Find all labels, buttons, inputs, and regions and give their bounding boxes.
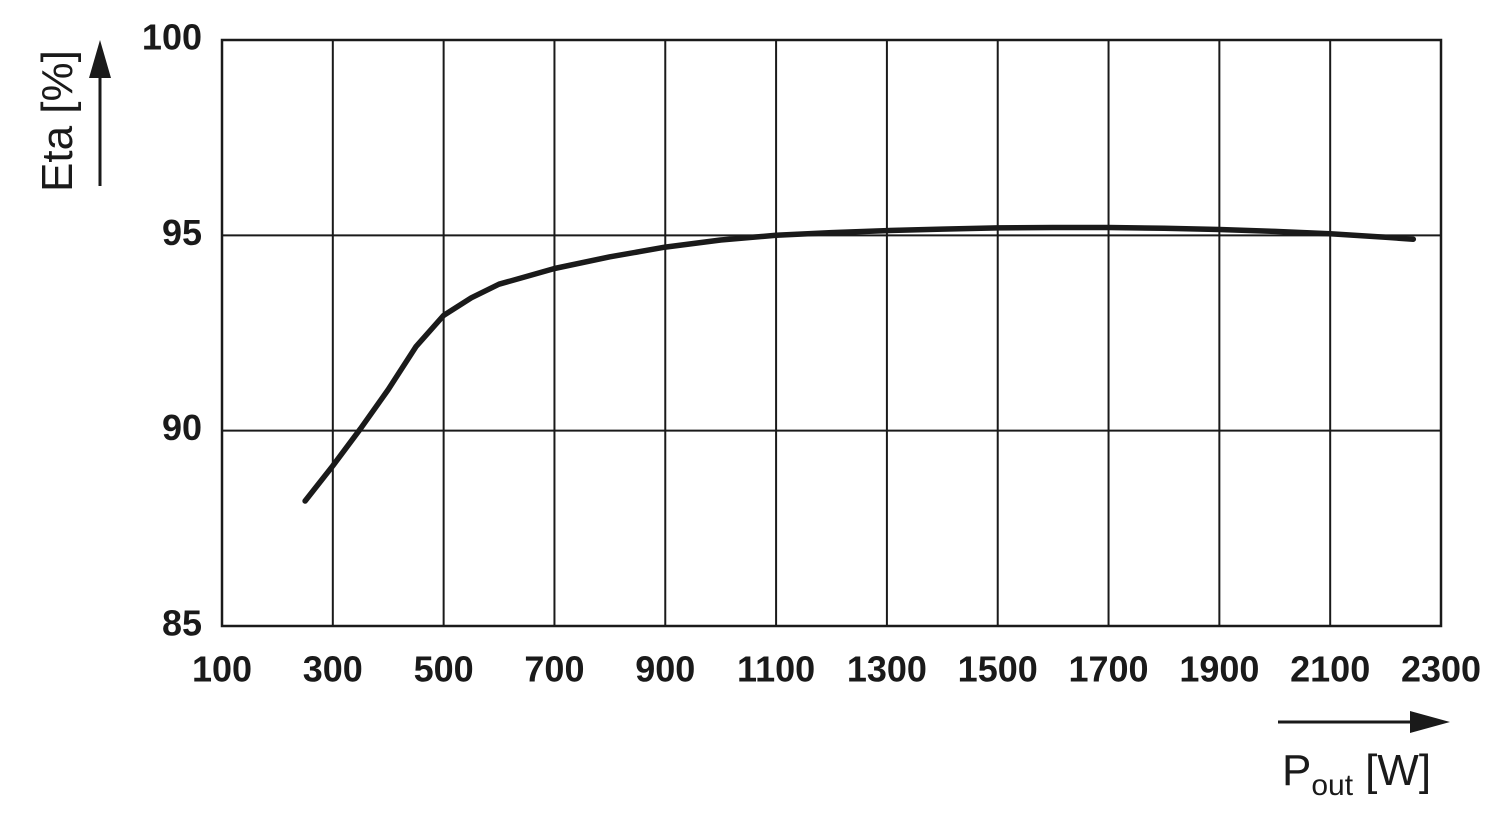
x-axis-label-unit: [W] <box>1365 746 1431 795</box>
x-tick-label: 1300 <box>847 649 927 690</box>
y-axis-label: Eta [%] <box>33 50 82 192</box>
x-axis-label: Pout [W] <box>1282 746 1431 802</box>
x-tick-label: 700 <box>524 649 584 690</box>
x-tick-label: 1700 <box>1068 649 1148 690</box>
x-axis-label-subscript: out <box>1311 769 1353 802</box>
x-tick-label: 900 <box>635 649 695 690</box>
x-tick-label: 500 <box>414 649 474 690</box>
x-tick-label: 1900 <box>1179 649 1259 690</box>
x-tick-label: 100 <box>192 649 252 690</box>
y-tick-label: 95 <box>162 212 202 253</box>
data-line <box>302 224 1417 504</box>
x-tick-label: 300 <box>303 649 363 690</box>
y-tick-label: 90 <box>162 407 202 448</box>
x-axis-label-main: P <box>1282 746 1311 795</box>
x-tick-label: 2300 <box>1401 649 1481 690</box>
x-tick-label: 1100 <box>737 649 815 690</box>
plot-frame <box>220 38 1443 628</box>
y-tick-label: 85 <box>162 603 202 644</box>
x-tick-label: 1500 <box>958 649 1038 690</box>
x-tick-label: 2100 <box>1290 649 1370 690</box>
y-tick-label: 100 <box>142 17 202 58</box>
y-axis-arrowhead <box>89 40 111 78</box>
x-axis-arrowhead <box>1410 711 1450 733</box>
